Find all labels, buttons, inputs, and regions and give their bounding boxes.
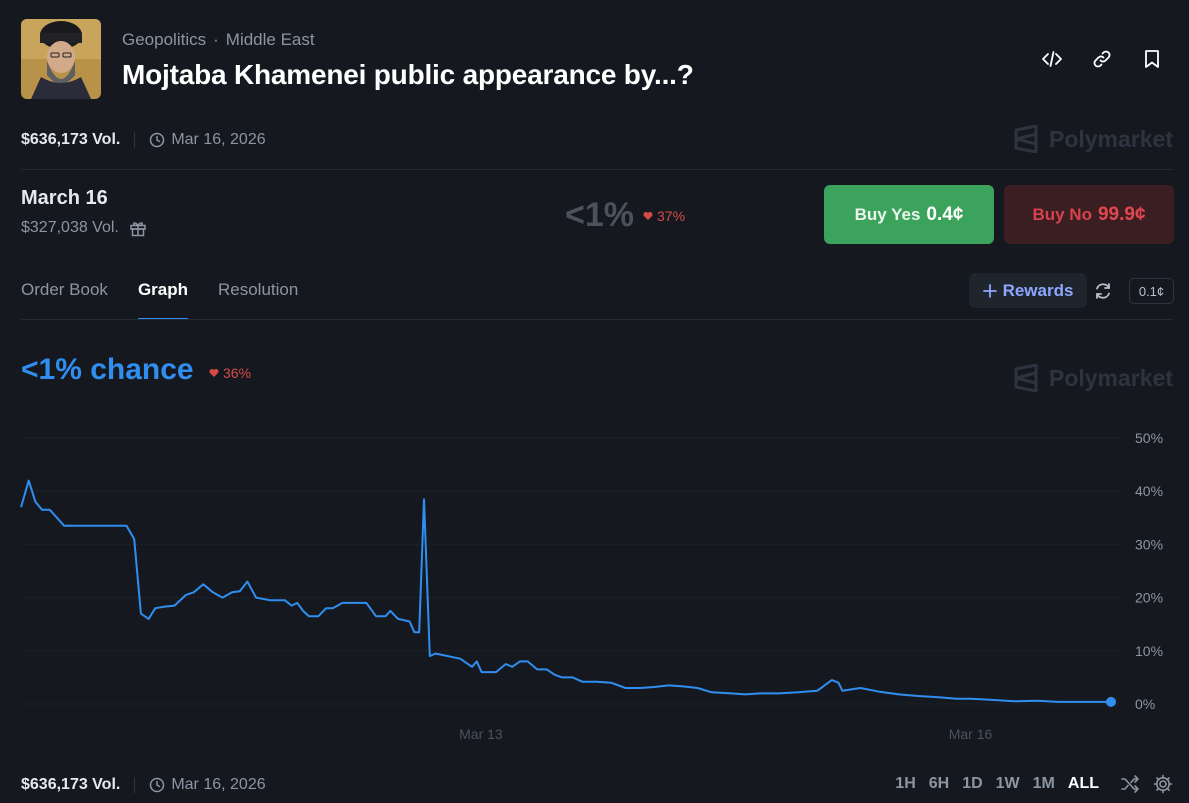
series-line xyxy=(20,479,1111,703)
x-tick-label: Mar 13 xyxy=(459,726,503,742)
range-1d[interactable]: 1D xyxy=(962,775,983,792)
y-tick-label: 20% xyxy=(1135,590,1163,606)
shuffle-button[interactable] xyxy=(1120,774,1140,794)
event-date-bottom: Mar 16, 2026 xyxy=(149,776,266,794)
plus-icon xyxy=(982,283,997,298)
range-1m[interactable]: 1M xyxy=(1032,775,1055,792)
shuffle-icon xyxy=(1121,775,1139,793)
tab-graph[interactable]: Graph xyxy=(137,280,188,320)
tick-size-badge: 0.1¢ xyxy=(1129,278,1174,304)
price-chart[interactable]: 50% 40% 30% 20% 10% 0% Mar 13 Mar 16 xyxy=(0,420,1189,750)
gift-icon[interactable] xyxy=(129,219,147,237)
event-volume: $636,173 Vol. xyxy=(21,131,121,148)
polymarket-logo-icon xyxy=(1014,125,1038,153)
y-tick-label: 30% xyxy=(1135,536,1163,552)
polymarket-brand: Polymarket xyxy=(1048,125,1173,152)
tab-order-book[interactable]: Order Book xyxy=(21,280,108,299)
y-tick-label: 50% xyxy=(1135,430,1163,446)
current-point-marker xyxy=(1106,696,1116,707)
clock-icon xyxy=(150,777,165,793)
page-title: Mojtaba Khamenei public appearance by...… xyxy=(122,59,694,90)
market-percent: <1% xyxy=(565,196,634,234)
tab-resolution[interactable]: Resolution xyxy=(218,280,299,299)
x-tick-label: Mar 16 xyxy=(949,726,993,742)
breadcrumb-subcategory[interactable]: Middle East xyxy=(225,30,315,49)
buy-no-price: 99.9¢ xyxy=(1097,203,1146,225)
polymarket-chart-watermark: Polymarket xyxy=(1013,364,1173,392)
meta-divider xyxy=(134,777,136,793)
rewards-button[interactable]: Rewards xyxy=(969,273,1087,308)
range-1w[interactable]: 1W xyxy=(995,775,1020,792)
market-volume: $327,038 Vol. xyxy=(21,219,147,237)
bookmark-button[interactable] xyxy=(1141,48,1163,70)
range-1h[interactable]: 1H xyxy=(895,775,916,792)
y-tick-label: 40% xyxy=(1135,483,1163,499)
embed-button[interactable] xyxy=(1041,48,1063,70)
gear-icon xyxy=(1153,774,1173,794)
event-date: Mar 16, 2026 xyxy=(149,131,266,149)
buy-no-label: Buy No xyxy=(1032,204,1092,224)
heart-down-icon xyxy=(209,369,219,377)
buy-yes-button[interactable]: Buy Yes 0.4¢ xyxy=(824,185,994,244)
heart-down-icon xyxy=(643,212,653,220)
market-tabs: Order Book Graph Resolution xyxy=(21,280,298,320)
chart-settings-button[interactable] xyxy=(1153,774,1173,794)
market-name: March 16 xyxy=(21,187,108,209)
event-meta-bottom: $636,173 Vol. Mar 16, 2026 xyxy=(21,776,266,794)
copy-link-button[interactable] xyxy=(1091,48,1113,70)
market-volume-text: $327,038 Vol. xyxy=(21,219,119,236)
buy-yes-price: 0.4¢ xyxy=(926,203,964,225)
breadcrumb-separator: · xyxy=(213,30,219,49)
market-change: 37% xyxy=(643,208,685,224)
divider xyxy=(21,169,1173,170)
buy-yes-label: Buy Yes xyxy=(854,204,921,224)
y-tick-label: 10% xyxy=(1135,643,1163,659)
refresh-icon xyxy=(1096,283,1110,299)
refresh-button[interactable] xyxy=(1092,280,1114,302)
market-avatar xyxy=(21,19,101,99)
market-change-value: 37% xyxy=(657,208,686,224)
y-tick-label: 0% xyxy=(1135,696,1155,712)
polymarket-watermark: Polymarket xyxy=(1013,125,1173,153)
breadcrumb: Geopolitics · Middle East xyxy=(122,30,315,50)
buy-no-button[interactable]: Buy No 99.9¢ xyxy=(1004,185,1174,244)
chance-label: <1% chance xyxy=(21,353,194,386)
chance-change-value: 36% xyxy=(223,365,252,381)
event-meta: $636,173 Vol. Mar 16, 2026 xyxy=(21,131,266,149)
code-icon xyxy=(1042,51,1062,67)
clock-icon xyxy=(150,132,165,148)
range-6h[interactable]: 6H xyxy=(928,775,950,792)
bookmark-icon xyxy=(1145,50,1159,68)
time-range-selector: 1H 6H 1D 1W 1M ALL xyxy=(895,774,1173,794)
range-all[interactable]: ALL xyxy=(1067,775,1099,792)
event-volume-bottom: $636,173 Vol. xyxy=(21,776,121,793)
breadcrumb-category[interactable]: Geopolitics xyxy=(122,30,207,49)
polymarket-brand-chart: Polymarket xyxy=(1048,364,1173,391)
header-actions xyxy=(1041,48,1163,70)
event-date-text: Mar 16, 2026 xyxy=(171,131,266,148)
meta-divider xyxy=(134,132,136,148)
polymarket-logo-icon xyxy=(1014,364,1038,392)
tabs-divider xyxy=(21,319,1173,320)
chance-change: 36% xyxy=(209,365,251,381)
event-date-bottom-text: Mar 16, 2026 xyxy=(171,776,266,793)
rewards-label: Rewards xyxy=(1002,280,1074,300)
link-icon xyxy=(1093,50,1111,68)
